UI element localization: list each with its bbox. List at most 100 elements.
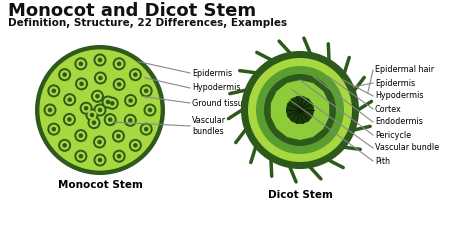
Circle shape [47,84,60,97]
Circle shape [104,113,117,126]
Circle shape [76,59,85,68]
Circle shape [98,108,102,112]
Circle shape [124,114,137,127]
Text: Monocot and Dicot Stem: Monocot and Dicot Stem [8,2,256,20]
Circle shape [95,94,100,98]
Circle shape [95,105,105,115]
Circle shape [108,99,117,108]
Circle shape [48,108,52,112]
Text: Epidermis: Epidermis [375,79,415,88]
Text: Pith: Pith [375,156,390,165]
Text: Dicot Stem: Dicot Stem [267,190,332,200]
Circle shape [128,118,133,123]
Circle shape [140,84,153,97]
Circle shape [80,102,92,115]
Circle shape [52,89,56,93]
Circle shape [142,86,151,95]
Circle shape [106,97,119,110]
Polygon shape [277,83,287,91]
Circle shape [74,150,87,163]
Polygon shape [313,83,323,91]
Circle shape [52,127,56,131]
Circle shape [49,86,58,95]
Circle shape [264,74,336,146]
Circle shape [131,141,140,150]
Circle shape [63,93,76,106]
Circle shape [115,152,124,161]
Circle shape [106,100,110,104]
Circle shape [129,68,142,81]
Circle shape [93,54,107,66]
Circle shape [46,105,55,115]
Polygon shape [324,92,331,103]
Circle shape [144,89,148,93]
Circle shape [131,70,140,79]
Circle shape [84,106,88,110]
Circle shape [128,98,133,103]
Circle shape [93,135,106,149]
Circle shape [117,82,121,87]
Circle shape [144,103,156,117]
Circle shape [286,96,314,124]
Text: Epidermal hair: Epidermal hair [375,65,434,74]
Polygon shape [269,92,276,103]
Polygon shape [287,77,300,83]
Circle shape [79,82,84,86]
Text: Vascular bundle: Vascular bundle [375,144,439,153]
Circle shape [49,124,58,134]
Polygon shape [300,77,313,83]
Circle shape [117,154,121,158]
Circle shape [79,133,83,138]
Circle shape [133,143,137,148]
Circle shape [35,45,165,175]
Circle shape [63,113,76,126]
Polygon shape [269,117,276,129]
Circle shape [129,139,142,152]
Circle shape [148,108,152,112]
Circle shape [82,104,91,113]
Circle shape [113,78,126,91]
Circle shape [114,132,123,141]
Circle shape [133,72,137,77]
Circle shape [77,79,86,88]
Circle shape [93,154,107,166]
Circle shape [94,71,107,85]
Circle shape [65,115,74,124]
Circle shape [90,118,99,127]
Circle shape [110,101,115,106]
Text: Ground tissue: Ground tissue [192,98,248,107]
Text: Hypodermis: Hypodermis [375,92,423,100]
Text: Cortex: Cortex [375,104,402,114]
Circle shape [126,96,135,105]
Circle shape [67,97,72,102]
Circle shape [98,76,103,80]
Circle shape [146,105,155,115]
Circle shape [44,103,56,117]
Circle shape [75,77,88,90]
Circle shape [79,62,83,66]
Circle shape [67,117,72,122]
Circle shape [95,56,105,64]
Circle shape [115,59,124,68]
Text: Pericycle: Pericycle [375,130,411,139]
Circle shape [63,143,67,148]
Circle shape [103,97,112,107]
Polygon shape [277,129,287,137]
Circle shape [60,141,69,150]
Circle shape [58,139,71,152]
Circle shape [88,116,100,129]
Circle shape [90,113,94,117]
Circle shape [270,80,330,140]
Polygon shape [300,137,313,143]
Circle shape [76,152,85,161]
Circle shape [74,129,87,142]
Circle shape [248,58,352,162]
Circle shape [85,109,99,122]
Circle shape [58,68,71,81]
Circle shape [97,140,102,144]
Circle shape [93,92,102,101]
Circle shape [60,70,69,79]
Circle shape [142,124,151,134]
Circle shape [76,131,85,140]
Circle shape [101,95,115,109]
